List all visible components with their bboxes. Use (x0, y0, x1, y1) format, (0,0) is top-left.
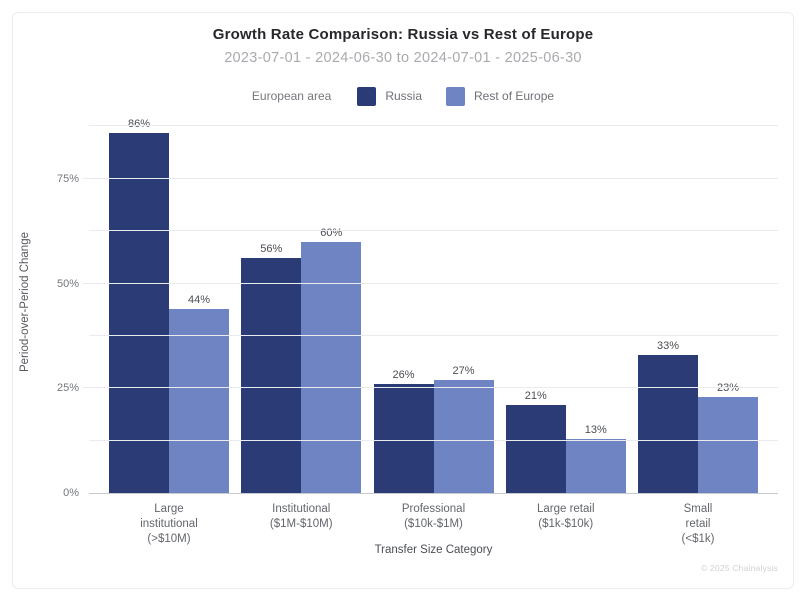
bar-value-label: 21% (524, 390, 547, 403)
legend-item-label: Russia (385, 89, 423, 103)
bar-group: 56% 60% (241, 227, 362, 493)
x-tick-label: Large institutional (>$10M) (140, 503, 198, 546)
gridline (89, 125, 778, 127)
copyright-text: © 2025 Chainalysis (701, 563, 778, 573)
russia-swatch-icon (357, 86, 377, 106)
y-tick-label: 25% (56, 382, 79, 395)
bar-value-label: 44% (187, 293, 211, 306)
bar-value-label: 33% (656, 339, 680, 352)
bar-russia[interactable]: 26% (373, 369, 434, 493)
legend-title: European area (251, 89, 332, 103)
y-tick-label: 0% (63, 487, 79, 499)
bar-value-label: 56% (260, 243, 283, 256)
legend: European area Russia Rest of Europe (13, 86, 793, 106)
bar-rest-of-europe[interactable]: 44% (169, 294, 229, 493)
y-tick-label: 75% (56, 172, 79, 185)
bar-value-label: 26% (392, 369, 415, 382)
bar-group: 86% 44% (109, 118, 229, 493)
bar-russia[interactable]: 33% (638, 340, 698, 493)
bar-rest-of-europe[interactable]: 27% (433, 365, 494, 493)
x-axis-tick-labels: Large institutional (>$10M) Institutional… (89, 502, 778, 548)
chart-title: Growth Rate Comparison: Russia vs Rest o… (212, 26, 594, 43)
gridline (89, 334, 778, 336)
bar-rest-of-europe[interactable]: 13% (565, 424, 626, 493)
legend-item-label: Rest of Europe (474, 89, 555, 103)
x-tick-label: Professional ($10k-$1M) (401, 503, 466, 531)
bar-group: 21% 13% (505, 390, 626, 493)
bar-rest-of-europe[interactable]: 23% (698, 382, 758, 493)
bar-group: 33% 23% (638, 340, 758, 493)
y-tick (83, 387, 778, 389)
chart-card: Growth Rate Comparison: Russia vs Rest o… (12, 12, 794, 589)
x-tick-label: Small retail (<$1k) (681, 503, 715, 546)
bar-russia[interactable]: 56% (241, 243, 302, 493)
y-tick (83, 282, 778, 284)
gridline (89, 230, 778, 232)
bar-value-label: 13% (584, 423, 607, 436)
legend-item-russia[interactable]: Russia (357, 86, 423, 106)
x-tick-label: Large retail ($1k-$10k) (536, 503, 595, 531)
gridline (89, 439, 778, 441)
x-axis-title: Transfer Size Category (374, 544, 493, 556)
y-axis-title: Period-over-Period Change (19, 232, 31, 372)
bar-value-label: 86% (127, 117, 151, 130)
plot-area: 86% 44% 56% 60% 26% 27% 21% 13% 33% 23% 0% 25% 50% 7… (57, 117, 778, 499)
bar-russia[interactable]: 21% (505, 390, 566, 493)
bar-value-label: 60% (320, 226, 343, 239)
bar-group: 26% 27% (373, 365, 494, 493)
bar-value-label: 27% (452, 364, 475, 377)
bar-rest-of-europe[interactable]: 60% (301, 227, 362, 493)
bar-groups: 86% 44% 56% 60% 26% 27% 21% 13% 33% 23% (89, 117, 778, 493)
y-tick (83, 177, 778, 179)
bar-russia[interactable]: 86% (109, 118, 169, 493)
chart-subtitle: 2023-07-01 - 2024-06-30 to 2024-07-01 - … (224, 50, 582, 66)
y-tick-label: 50% (56, 277, 79, 290)
x-tick-label: Institutional ($1M-$10M) (269, 503, 333, 531)
legend-item-rest-of-europe[interactable]: Rest of Europe (446, 86, 555, 106)
rest-of-europe-swatch-icon (446, 86, 466, 106)
